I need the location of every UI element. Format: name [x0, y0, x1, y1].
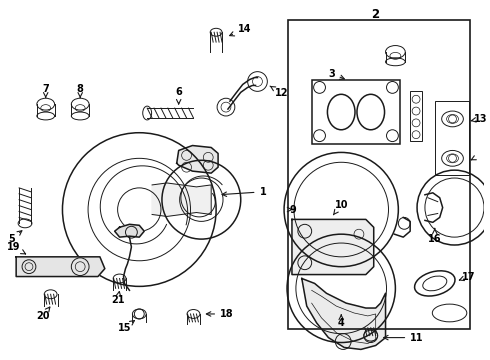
- Polygon shape: [302, 279, 386, 350]
- Text: 18: 18: [206, 309, 234, 319]
- Polygon shape: [16, 257, 105, 276]
- Text: 15: 15: [118, 320, 134, 333]
- Text: 8: 8: [77, 84, 84, 98]
- Bar: [288, 21, 470, 329]
- Bar: [435, 101, 469, 175]
- Text: 9: 9: [287, 204, 296, 215]
- Text: 1: 1: [222, 187, 266, 197]
- Text: 4: 4: [338, 315, 344, 328]
- Text: 10: 10: [334, 200, 348, 215]
- Text: 13: 13: [471, 114, 488, 124]
- Text: 19: 19: [6, 242, 25, 254]
- Text: 17: 17: [459, 271, 476, 282]
- Text: 16: 16: [428, 229, 441, 244]
- Text: 5: 5: [8, 231, 22, 244]
- Text: 7: 7: [42, 84, 49, 98]
- Polygon shape: [152, 183, 211, 216]
- Text: 3: 3: [328, 69, 344, 79]
- Polygon shape: [177, 145, 218, 173]
- Bar: [312, 80, 400, 144]
- Polygon shape: [292, 219, 374, 275]
- Polygon shape: [115, 224, 144, 237]
- Text: 12: 12: [270, 86, 289, 98]
- Bar: [410, 91, 422, 141]
- Text: 20: 20: [36, 307, 50, 321]
- Text: 2: 2: [371, 8, 380, 21]
- Text: 21: 21: [111, 292, 124, 305]
- Text: 6: 6: [175, 87, 182, 104]
- Text: 14: 14: [230, 24, 251, 36]
- Text: 11: 11: [384, 333, 424, 343]
